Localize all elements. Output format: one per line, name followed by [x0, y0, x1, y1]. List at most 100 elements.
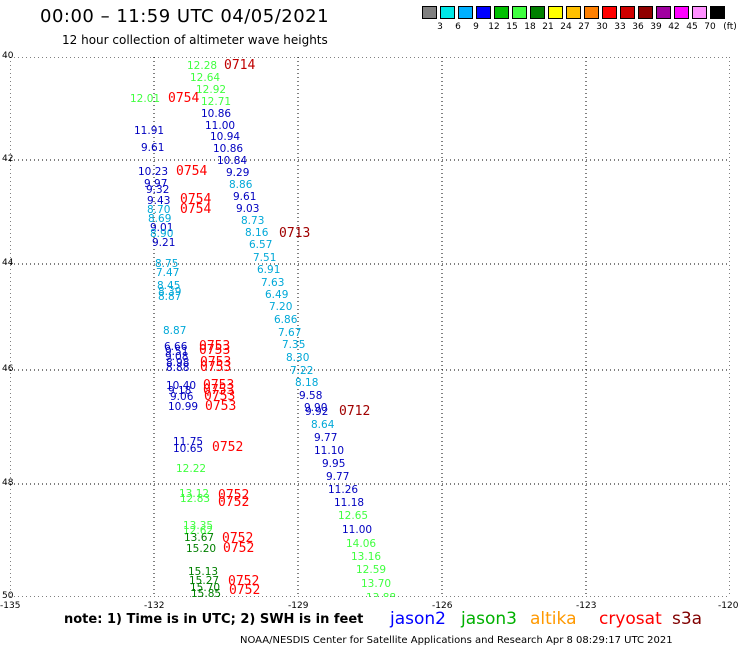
wave-height-value: 10.99	[168, 401, 198, 413]
wave-height-value: 13.12	[179, 488, 209, 500]
wave-height-value: 10.40	[166, 380, 196, 392]
footnote: note: 1) Time is in UTC; 2) SWH is in fe…	[64, 612, 364, 627]
wave-height-value: 9.58	[299, 390, 322, 402]
pass-time-label: 0754	[168, 91, 199, 106]
wave-height-value: 15.85	[191, 588, 221, 597]
wave-height-value: 11.10	[314, 445, 344, 457]
wave-height-value: 8.30	[286, 352, 309, 364]
wave-height-value: 8.39	[158, 286, 181, 298]
satellite-altika-label: altika	[530, 609, 577, 629]
color-scale-swatch	[656, 6, 671, 19]
wave-height-value: 14.06	[346, 538, 376, 550]
wave-height-value: 12.64	[190, 72, 220, 84]
wave-height-value: 9.51	[165, 346, 188, 358]
wave-height-value: 8.69	[148, 213, 171, 225]
wave-height-value: 12.71	[201, 96, 231, 108]
color-scale-label: 33	[614, 22, 626, 32]
wave-height-value: 8.87	[163, 325, 186, 337]
latitude-label: 44	[2, 258, 14, 268]
wave-height-value: 6.49	[265, 289, 288, 301]
wave-height-value: 12.01	[130, 93, 160, 105]
credit-line: NOAA/NESDIS Center for Satellite Applica…	[240, 635, 673, 646]
color-scale-swatch	[566, 6, 581, 19]
wave-height-value: 12.28	[187, 60, 217, 72]
wave-height-value: 8.45	[157, 280, 180, 292]
satellite-jason3-label: jason3	[461, 609, 517, 629]
color-scale-swatch	[692, 6, 707, 19]
wave-height-value: 8.88	[166, 362, 189, 374]
wave-height-value: 12.65	[338, 510, 368, 522]
wave-height-value: 9.29	[226, 167, 249, 179]
color-scale-swatch	[458, 6, 473, 19]
pass-time-label: 0713	[279, 226, 310, 241]
pass-time-label: 0752	[223, 541, 254, 556]
color-scale-swatch	[620, 6, 635, 19]
wave-height-value: 10.84	[217, 155, 247, 167]
wave-height-value: 9.08	[165, 351, 188, 363]
color-scale-label: 39	[650, 22, 662, 32]
color-scale-swatch	[476, 6, 491, 19]
color-scale-label: 36	[632, 22, 644, 32]
color-scale-label: 24	[560, 22, 572, 32]
wave-height-value: 9.77	[326, 471, 349, 483]
wave-height-value: 13.88	[366, 592, 396, 597]
color-scale-label: 15	[506, 22, 518, 32]
pass-time-label: 0752	[212, 440, 243, 455]
wave-height-value: 9.06	[170, 391, 194, 403]
wave-height-value: 10.86	[213, 143, 243, 155]
wave-height-value: 13.35	[183, 520, 213, 532]
wave-height-value: 9.97	[144, 178, 167, 190]
latitude-label: 42	[2, 154, 14, 164]
wave-height-value: 7.35	[282, 339, 305, 351]
wave-height-value: 10.23	[138, 166, 168, 178]
wave-height-value: 15.20	[186, 543, 216, 555]
pass-time-label: 0753	[199, 343, 230, 358]
wave-height-value: 15.70	[190, 582, 220, 594]
pass-time-label: 0754	[180, 202, 211, 217]
pass-times-layer: 0714075407540754075407130753075307530753…	[168, 58, 370, 597]
color-scale-label: 3	[437, 22, 443, 32]
color-scale-swatch	[440, 6, 455, 19]
pass-time-label: 0752	[229, 583, 260, 597]
wave-height-value: 9.90	[304, 402, 327, 414]
latitude-label: 40	[2, 51, 14, 61]
pass-time-label: 0754	[180, 192, 211, 207]
wave-height-value: 7.67	[278, 327, 301, 339]
wave-height-value: 9.61	[141, 142, 164, 154]
wave-height-value: 13.67	[184, 532, 214, 544]
wave-height-value: 10.86	[201, 108, 231, 120]
color-scale-swatch	[494, 6, 509, 19]
observations-layer: 12.2812.6412.9212.7112.0110.8611.0011.91…	[130, 60, 396, 597]
wave-height-value: 7.22	[290, 365, 313, 377]
pass-time-label: 0753	[205, 399, 236, 414]
wave-height-value: 7.63	[261, 277, 284, 289]
wave-height-value: 9.18	[168, 385, 191, 397]
color-scale-swatch	[638, 6, 653, 19]
wave-height-value: 9.43	[147, 195, 170, 207]
wave-height-value: 8.18	[295, 377, 318, 389]
wave-height-value: 10.94	[210, 131, 240, 143]
wave-height-value: 9.77	[314, 432, 337, 444]
pass-time-label: 0753	[200, 360, 231, 375]
color-scale-swatch	[584, 6, 599, 19]
chart-title: 00:00 – 11:59 UTC 04/05/2021	[40, 6, 330, 27]
latitude-label: 46	[2, 364, 14, 374]
wave-height-value: 6.86	[274, 314, 298, 326]
pass-time-label: 0753	[200, 355, 231, 370]
longitude-label: -135	[0, 601, 21, 611]
pass-time-label: 0752	[218, 495, 249, 510]
wave-height-value: 15.27	[189, 575, 219, 587]
longitude-label: -129	[288, 601, 309, 611]
color-scale-swatch	[548, 6, 563, 19]
longitude-label: -126	[432, 601, 453, 611]
wave-height-value: 8.73	[241, 215, 264, 227]
wave-height-value: 11.26	[328, 484, 358, 496]
pass-time-label: 0753	[204, 389, 235, 404]
wave-height-value: 12.62	[183, 525, 213, 537]
color-scale-label: 27	[578, 22, 590, 32]
pass-time-label: 0752	[228, 574, 259, 589]
color-scale-swatch	[530, 6, 545, 19]
color-scale-label: 30	[596, 22, 608, 32]
wave-height-value: 15.13	[188, 566, 218, 578]
color-scale-label: 9	[473, 22, 479, 32]
